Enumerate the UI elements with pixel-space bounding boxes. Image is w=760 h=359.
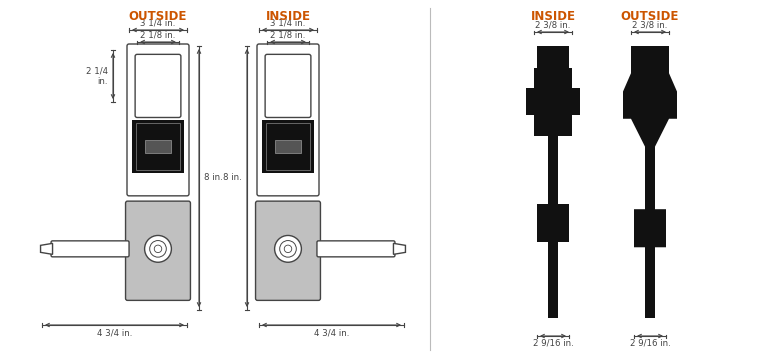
Polygon shape <box>40 243 52 255</box>
Text: INSIDE: INSIDE <box>530 10 575 23</box>
Polygon shape <box>623 46 677 318</box>
Bar <box>262 120 314 173</box>
Text: 2 1/4
in.: 2 1/4 in. <box>86 66 108 86</box>
Text: OUTSIDE: OUTSIDE <box>621 10 679 23</box>
Text: 2 3/8 in.: 2 3/8 in. <box>535 20 571 29</box>
FancyBboxPatch shape <box>317 241 395 257</box>
FancyBboxPatch shape <box>135 54 181 117</box>
Bar <box>132 120 183 173</box>
Circle shape <box>274 236 302 262</box>
Text: 4 3/4 in.: 4 3/4 in. <box>97 328 132 337</box>
Text: 2 3/8 in.: 2 3/8 in. <box>632 20 668 29</box>
Text: 2 9/16 in.: 2 9/16 in. <box>629 339 670 348</box>
FancyBboxPatch shape <box>265 54 311 117</box>
Text: 3 1/4 in.: 3 1/4 in. <box>141 18 176 27</box>
FancyBboxPatch shape <box>257 44 319 196</box>
Text: 4 3/4 in.: 4 3/4 in. <box>314 328 349 337</box>
Circle shape <box>284 245 292 253</box>
Bar <box>274 140 301 153</box>
Text: OUTSIDE: OUTSIDE <box>128 10 187 23</box>
Text: 2 9/16 in.: 2 9/16 in. <box>533 339 573 348</box>
Polygon shape <box>394 243 405 255</box>
Circle shape <box>154 245 162 253</box>
Text: INSIDE: INSIDE <box>265 10 311 23</box>
Text: 8 in.: 8 in. <box>223 173 242 182</box>
Bar <box>135 123 180 170</box>
Circle shape <box>280 241 296 257</box>
Text: 3 1/4 in.: 3 1/4 in. <box>271 18 306 27</box>
Polygon shape <box>526 46 580 318</box>
FancyBboxPatch shape <box>127 44 189 196</box>
FancyBboxPatch shape <box>255 201 321 300</box>
FancyBboxPatch shape <box>51 241 129 257</box>
Bar <box>144 140 171 153</box>
FancyBboxPatch shape <box>125 201 191 300</box>
Bar <box>265 123 310 170</box>
Text: 2 1/8 in.: 2 1/8 in. <box>271 30 306 39</box>
Circle shape <box>144 236 172 262</box>
Circle shape <box>150 241 166 257</box>
Text: 2 1/8 in.: 2 1/8 in. <box>141 30 176 39</box>
Text: 8 in.: 8 in. <box>204 173 223 182</box>
